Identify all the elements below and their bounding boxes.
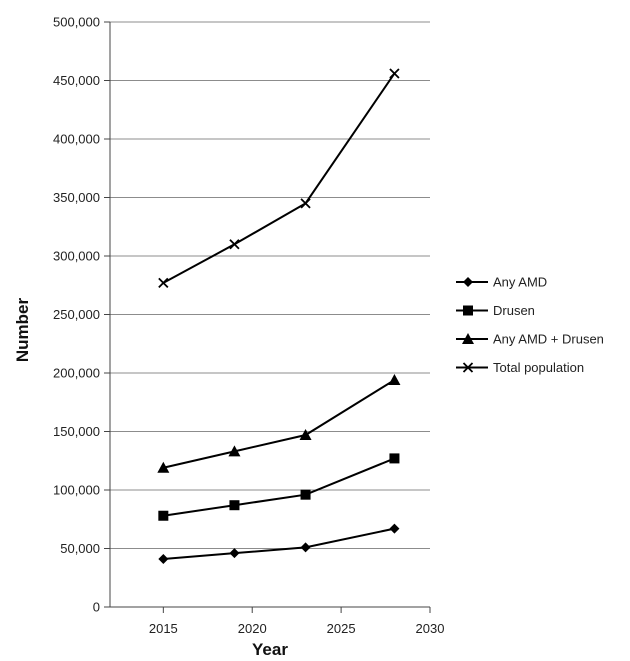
y-tick-label: 250,000 <box>53 307 100 322</box>
y-tick-label: 150,000 <box>53 424 100 439</box>
series-line <box>162 72 396 284</box>
data-point <box>389 523 400 534</box>
legend-marker <box>462 362 474 373</box>
series-group <box>157 68 401 565</box>
legend-label: Any AMD + Drusen <box>493 332 604 347</box>
data-point <box>228 445 241 457</box>
y-tick-label: 100,000 <box>53 483 100 498</box>
legend-marker <box>463 277 473 287</box>
legend: Any AMD Drusen Any AMD + Drusen Total popul… <box>456 275 604 375</box>
x-axis-title: Year <box>252 640 288 659</box>
y-tick-label: 300,000 <box>53 249 100 264</box>
data-point <box>229 500 240 511</box>
y-tick-label: 400,000 <box>53 132 100 147</box>
y-tick-label: 50,000 <box>60 541 100 556</box>
x-tick-label: 2015 <box>149 621 178 636</box>
data-point <box>300 542 311 553</box>
y-tick-label: 500,000 <box>53 15 100 30</box>
data-point <box>389 68 400 79</box>
data-point <box>158 554 169 565</box>
legend-label: Drusen <box>493 303 535 318</box>
series-line <box>163 379 395 469</box>
legend-marker <box>462 333 474 344</box>
data-point <box>158 277 169 289</box>
y-tick-label: 200,000 <box>53 366 100 381</box>
data-point <box>229 239 240 250</box>
x-tick-label: 2030 <box>416 621 445 636</box>
legend-label: Total population <box>493 360 584 375</box>
data-point <box>300 489 311 500</box>
y-tick-label: 350,000 <box>53 190 100 205</box>
legend-label: Any AMD <box>493 275 547 290</box>
y-tick-labels: 0 50,000 100,000 150,000 200,000 250,000 300,0… <box>53 15 100 615</box>
grid <box>110 21 430 549</box>
data-point <box>389 453 400 464</box>
data-point <box>158 510 169 521</box>
series-line <box>163 457 395 517</box>
y-tick-label: 450,000 <box>53 73 100 88</box>
y-tick-label: 0 <box>93 600 100 615</box>
data-point <box>300 198 311 209</box>
axes <box>104 21 431 613</box>
data-point <box>229 548 240 559</box>
series-line <box>163 527 395 561</box>
data-point <box>388 374 401 386</box>
x-tick-labels: 2015 2020 2025 2030 <box>149 621 445 636</box>
data-point <box>157 461 170 473</box>
y-axis-title: Number <box>13 298 32 363</box>
x-tick-label: 2020 <box>238 621 267 636</box>
data-point <box>299 429 312 441</box>
x-tick-label: 2025 <box>327 621 356 636</box>
legend-marker <box>463 305 473 316</box>
